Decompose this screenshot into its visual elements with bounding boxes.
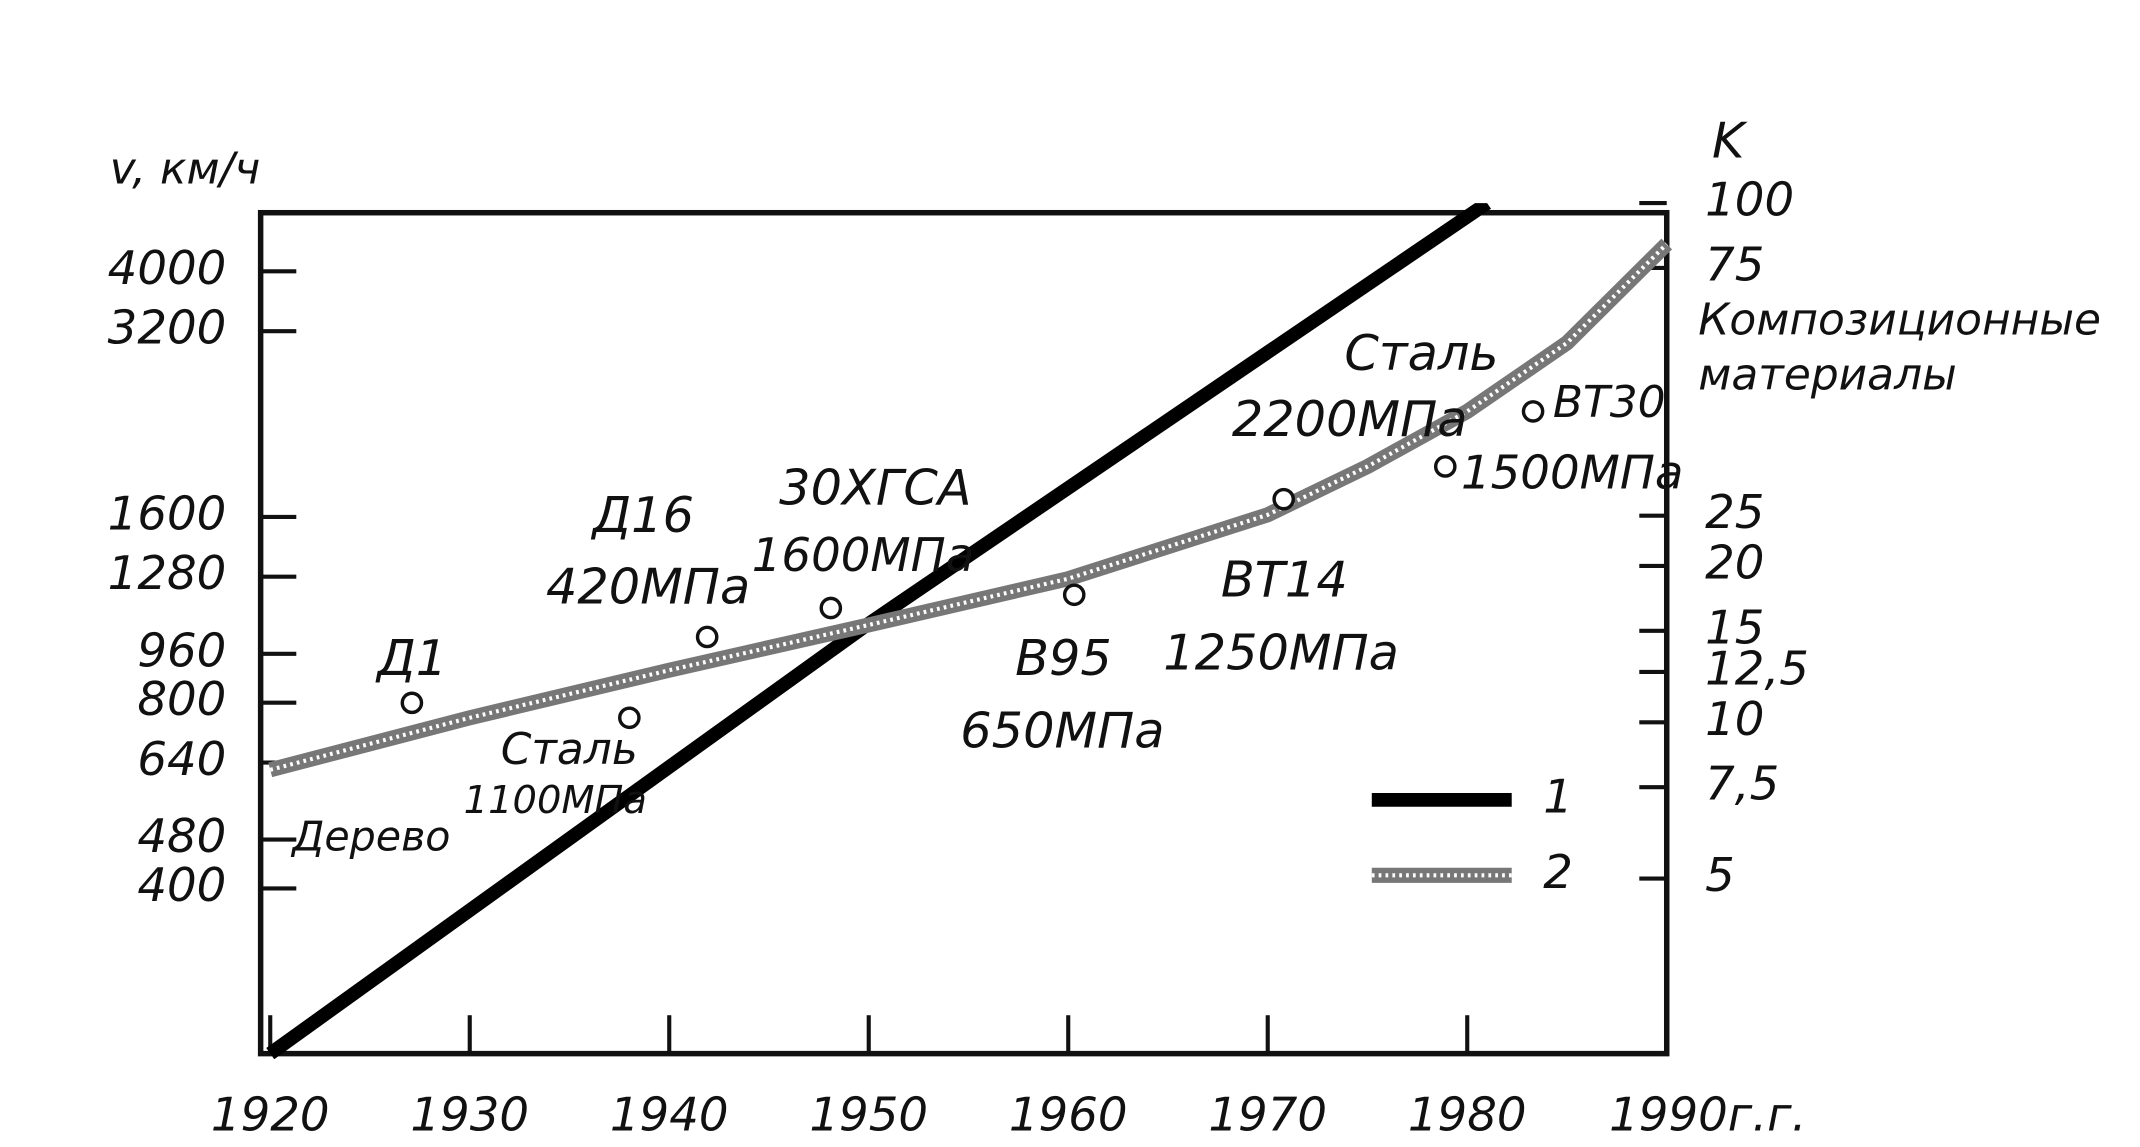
annotation: 1100МПа [464,778,647,823]
annotation: Д16 [591,486,694,544]
y-tick-label: 4000 [108,241,227,295]
data-point [618,706,641,730]
y-axis-label: v, км/ч [110,144,261,195]
legend-label: 1 [1543,769,1573,823]
annotation: 1600МПа [752,528,975,582]
x-tick-label: 1920 [211,1088,330,1142]
data-point [1062,583,1086,607]
y2-tick-label: 25 [1705,485,1764,539]
annotation: 30ХГСА [779,459,971,517]
annotation: Сталь [1344,324,1498,382]
data-point [695,625,719,649]
y-tick-label: 1280 [108,546,227,600]
annotation: ВТ30 [1553,377,1666,428]
x-tick-label: 1930 [410,1088,529,1142]
annotation: Д1 [375,629,447,687]
data-point [1433,455,1457,478]
x-tick-label: 1980 [1408,1088,1527,1142]
y-tick-label: 3200 [108,301,227,355]
y2-axis-label: K [1712,112,1748,170]
data-point [819,596,843,620]
y2-tick-label: 7,5 [1705,757,1779,811]
data-point [1272,487,1296,511]
y2-tick-label: 15 [1705,600,1764,654]
y2-tick-label: 75 [1705,237,1764,291]
annotation: Композиционные [1698,294,2101,345]
x-tick-label: 1960 [1009,1088,1128,1142]
annotation: Дерево [290,813,450,861]
x-tick-label: 1970 [1208,1088,1327,1142]
x-tick-label: 1990г.г. [1609,1088,1806,1142]
annotation: 1500МПа [1461,446,1684,500]
y-tick-label: 480 [137,809,226,863]
data-point [400,691,424,715]
y2-tick-label: 10 [1705,692,1764,746]
annotation: В95 [1015,629,1112,687]
annotation: 650МПа [960,702,1164,760]
y-tick-label: 1600 [108,486,227,540]
y-tick-label: 400 [137,858,226,912]
annotation: материалы [1698,349,1956,400]
annotation: 1250МПа [1163,623,1399,681]
y2-tick-label: 5 [1705,848,1735,902]
y-tick-label: 640 [137,732,226,786]
y2-tick-label: 100 [1705,173,1794,227]
legend-label: 2 [1543,845,1573,899]
y-tick-label: 960 [137,623,226,677]
annotation: Сталь [501,724,638,775]
y-tick-label: 800 [137,672,226,726]
y2-tick-label: 20 [1705,535,1764,589]
y2-tick-label: 12,5 [1705,641,1809,695]
plot-frame [257,209,1670,1057]
series-line-hatch [269,242,1669,772]
x-tick-label: 1940 [610,1088,729,1142]
annotation: 420МПа [546,557,750,615]
x-tick-label: 1950 [809,1088,928,1142]
annotation: 2200МПа [1232,390,1468,448]
data-point [1521,400,1545,423]
annotation: ВТ14 [1221,551,1348,609]
